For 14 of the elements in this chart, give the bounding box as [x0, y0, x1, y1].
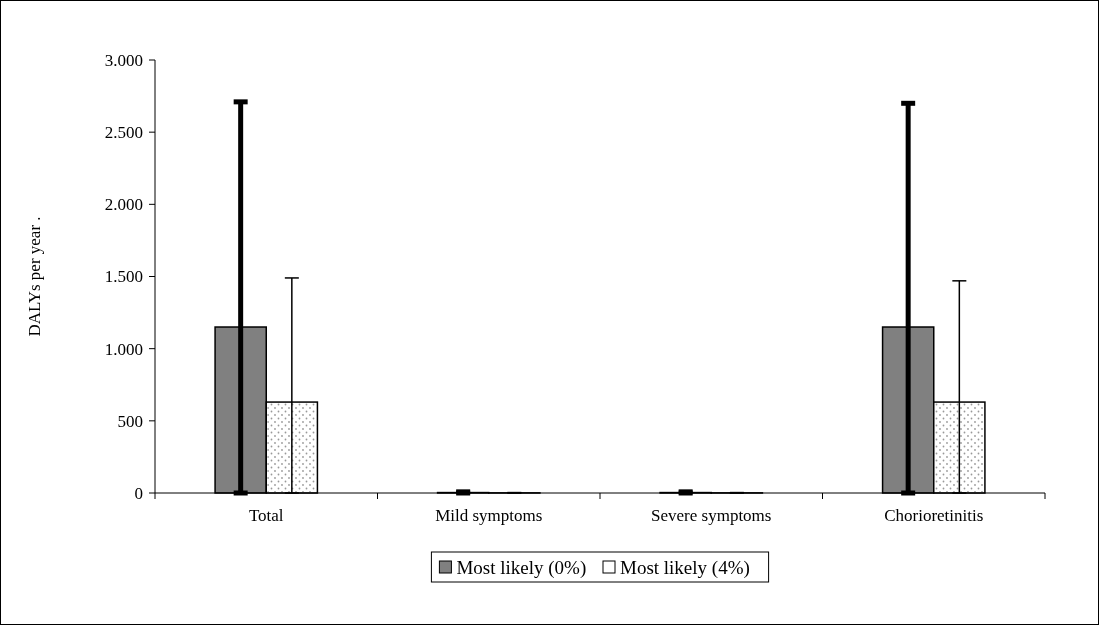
y-tick-label: 0: [134, 483, 143, 503]
x-tick-label: Severe symptoms: [651, 506, 772, 525]
y-tick-label: 3.000: [104, 50, 143, 70]
x-tick-label: Chorioretinitis: [884, 506, 984, 525]
legend-label: Most likely (4%): [620, 556, 750, 579]
y-tick-label: 2.500: [104, 123, 143, 143]
y-tick-label: 1.500: [104, 267, 143, 287]
y-tick-label: 2.000: [104, 195, 143, 215]
legend-label: Most likely (0%): [456, 556, 587, 579]
x-tick-label: Total: [248, 506, 284, 525]
y-tick-label: 500: [117, 411, 143, 431]
y-axis-title: DALYs per year .: [25, 216, 44, 337]
y-tick-label: 1.000: [104, 339, 143, 359]
x-tick-label: Mild symptoms: [435, 506, 543, 525]
